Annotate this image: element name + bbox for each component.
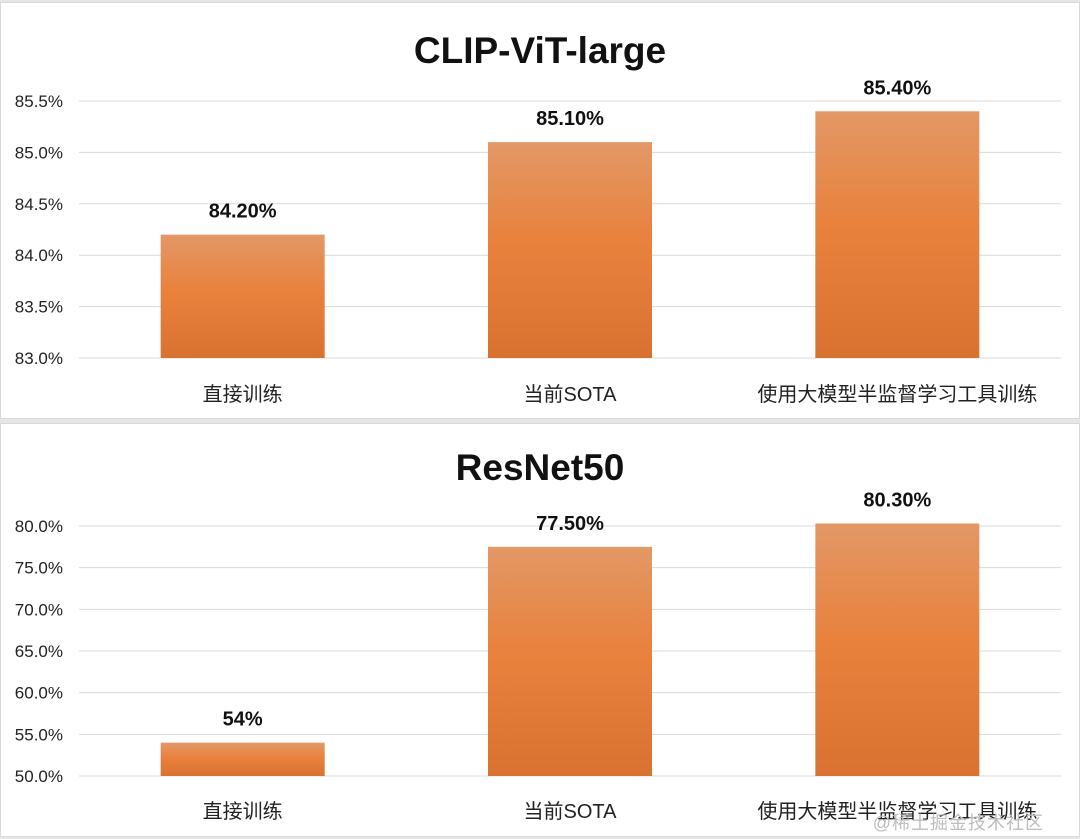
y-tick-label: 60.0% [15, 684, 63, 703]
y-tick-label: 85.0% [15, 143, 63, 162]
chart-title: CLIP-ViT-large [414, 30, 666, 71]
bar [488, 142, 652, 358]
bar [815, 111, 980, 358]
chart-clip-vit-large: CLIP-ViT-large 83.0% 83.5% 84.0% 84.5% 85.0% 8… [15, 30, 1061, 406]
data-label: 84.20% [209, 201, 277, 223]
y-tick-label: 83.5% [15, 298, 63, 317]
x-category-label: 使用大模型半监督学习工具训练 [757, 800, 1037, 823]
y-tick-label: 55.0% [15, 725, 63, 744]
chart-title: ResNet50 [456, 447, 625, 488]
data-label: 77.50% [536, 513, 604, 535]
data-label: 85.40% [863, 77, 931, 99]
x-category-label: 使用大模型半监督学习工具训练 [757, 383, 1037, 406]
bar [815, 523, 980, 776]
x-category-label: 直接训练 [203, 800, 283, 823]
y-tick-label: 80.0% [15, 517, 63, 536]
y-tick-label: 84.0% [15, 246, 63, 265]
bar [160, 742, 325, 776]
bar [488, 546, 652, 776]
y-tick-label: 85.5% [15, 92, 63, 111]
bar [160, 234, 325, 358]
chart-panel-resnet: ResNet50 50.0% 55.0% 60.0% 65.0% 70.0% 75.0% 80… [0, 423, 1080, 837]
y-tick-label: 70.0% [15, 600, 63, 619]
y-tick-label: 83.0% [15, 349, 63, 368]
watermark: @稀土掘金技术社区 [872, 813, 1044, 833]
data-label: 80.30% [863, 490, 931, 512]
chart-panel-clip: CLIP-ViT-large 83.0% 83.5% 84.0% 84.5% 85.0% 8… [0, 2, 1080, 419]
x-category-label: 当前SOTA [524, 383, 618, 406]
y-tick-label: 84.5% [15, 195, 63, 214]
x-category-label: 直接训练 [203, 383, 283, 406]
y-tick-label: 65.0% [15, 642, 63, 661]
y-tick-label: 75.0% [15, 559, 63, 578]
chart-resnet50: ResNet50 50.0% 55.0% 60.0% 65.0% 70.0% 75.0% 80… [15, 447, 1061, 823]
data-label: 54% [223, 709, 263, 731]
data-label: 85.10% [536, 108, 604, 130]
y-tick-label: 50.0% [15, 767, 63, 786]
x-category-label: 当前SOTA [524, 800, 618, 823]
